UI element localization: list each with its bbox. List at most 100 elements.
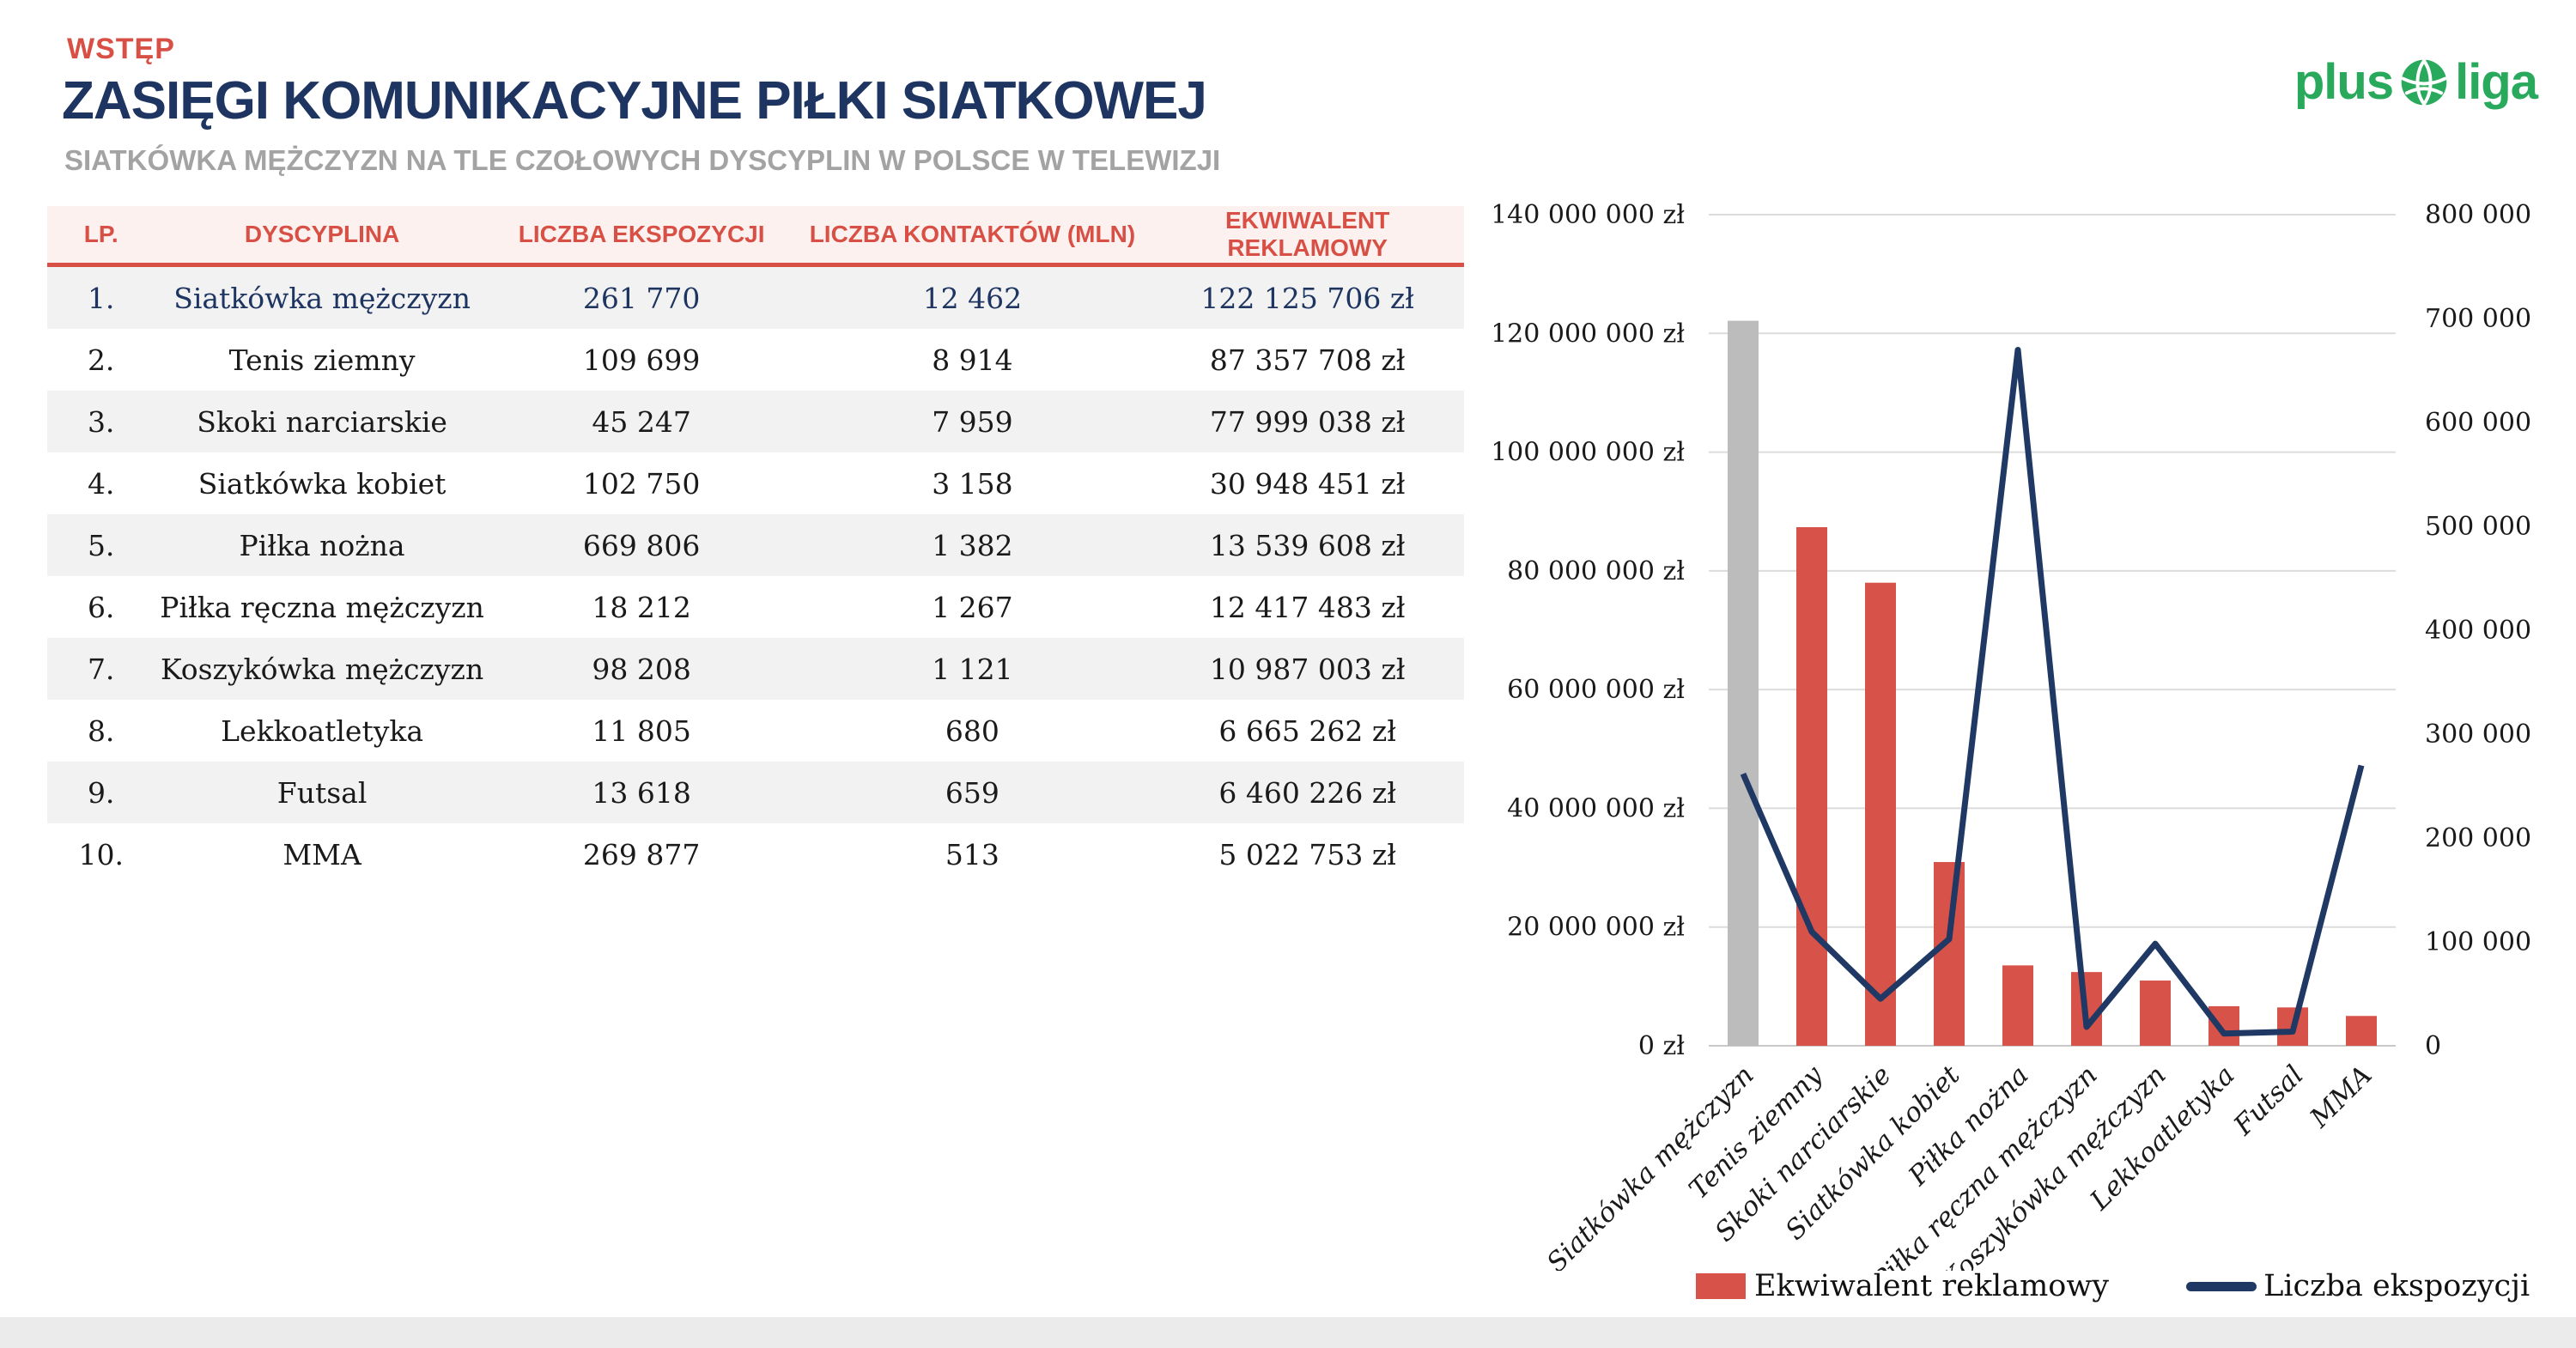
table-row: 4. Siatkówka kobiet 102 750 3 158 30 948 451… <box>47 452 1464 514</box>
legend-line-swatch <box>2186 1281 2257 1291</box>
table-cell: 6 665 262 zł <box>1218 713 1396 748</box>
right-axis-label: 800 000 <box>2425 200 2531 230</box>
table-cell: 8 914 <box>932 343 1013 377</box>
col-header-dyscyplina: DYSCYPLINA <box>155 206 489 267</box>
left-axis-label: 0 zł <box>1638 1031 1685 1061</box>
right-axis-label: 300 000 <box>2425 720 2531 750</box>
table-row: 3. Skoki narciarskie 45 247 7 959 77 999 038… <box>47 391 1464 452</box>
table-row: 6. Piłka ręczna mężczyzn 18 212 1 267 12 417… <box>47 576 1464 638</box>
bar-1 <box>1796 526 1827 1046</box>
table-cell: 3. <box>87 404 115 439</box>
table-cell: 4. <box>87 466 115 501</box>
table-cell: 109 699 <box>582 343 701 377</box>
table-cell: 13 618 <box>592 775 691 810</box>
table-cell: 680 <box>945 713 999 748</box>
table-cell: Futsal <box>276 775 368 810</box>
table-row: 2. Tenis ziemny 109 699 8 914 87 357 708 zł <box>47 329 1464 391</box>
legend-bar-swatch <box>1696 1273 1746 1299</box>
table-cell: Siatkówka kobiet <box>197 466 447 501</box>
table-cell: 6 460 226 zł <box>1218 775 1396 810</box>
chart-legend: Ekwiwalent reklamowy Liczba ekspozycji <box>1696 1269 2530 1303</box>
table-cell: 1 121 <box>932 652 1013 686</box>
col-header-lp: LP. <box>47 206 155 267</box>
table-cell: 12 417 483 zł <box>1209 590 1406 624</box>
table-cell: 2. <box>87 343 115 377</box>
table-cell: 9. <box>87 775 115 810</box>
table-header-row: LP. DYSCYPLINA LICZBA EKSPOZYCJI LICZBA … <box>47 206 1464 267</box>
table-cell: 5. <box>87 528 115 562</box>
right-axis-label: 100 000 <box>2425 927 2531 957</box>
table-cell: 669 806 <box>582 528 701 562</box>
table-cell: 3 158 <box>932 466 1013 501</box>
left-axis-label: 20 000 000 zł <box>1507 913 1685 943</box>
table-cell: 18 212 <box>592 590 691 624</box>
table-row: 8. Lekkoatletyka 11 805 680 6 665 262 zł <box>47 700 1464 762</box>
table-row: 9. Futsal 13 618 659 6 460 226 zł <box>47 762 1464 823</box>
table-cell: Siatkówka mężczyzn <box>173 281 471 315</box>
table-cell: Koszykówka mężczyzn <box>160 652 484 686</box>
left-axis-label: 60 000 000 zł <box>1507 675 1685 705</box>
table-cell: Skoki narciarskie <box>197 404 447 439</box>
page-title: ZASIĘGI KOMUNIKACYJNE PIŁKI SIATKOWEJ <box>62 71 1207 131</box>
plusliga-logo: plus liga <box>2293 53 2538 111</box>
table-cell: 7 959 <box>932 404 1013 439</box>
table-cell: 77 999 038 zł <box>1209 404 1406 439</box>
table-cell: 1 267 <box>932 590 1013 624</box>
bar-3 <box>1934 862 1965 1046</box>
table-cell: 10. <box>78 837 124 871</box>
right-axis-label: 700 000 <box>2425 304 2531 334</box>
right-axis-label: 600 000 <box>2425 408 2531 438</box>
table-cell: 12 462 <box>922 281 1023 315</box>
table-cell: 87 357 708 zł <box>1209 343 1406 377</box>
legend-label-bars: Ekwiwalent reklamowy <box>1754 1269 2110 1303</box>
table-cell: 7. <box>87 652 115 686</box>
table-row: 7. Koszykówka mężczyzn 98 208 1 121 10 987 0… <box>47 638 1464 700</box>
table-cell: 1 382 <box>932 528 1013 562</box>
volleyball-icon <box>2401 58 2447 106</box>
table-cell: 513 <box>945 837 999 871</box>
table-cell: 102 750 <box>582 466 701 501</box>
table-cell: 45 247 <box>592 404 691 439</box>
table-cell: Piłka nożna <box>239 528 405 562</box>
x-axis-label: MMA <box>2304 1060 2379 1134</box>
footer-band <box>0 1317 2576 1348</box>
bar-6 <box>2140 981 2171 1046</box>
table-cell: 269 877 <box>582 837 701 871</box>
x-axis-label: Futsal <box>2227 1060 2310 1142</box>
left-axis-label: 40 000 000 zł <box>1507 793 1685 823</box>
table-cell: 98 208 <box>592 652 691 686</box>
table-cell: Lekkoatletyka <box>221 713 424 748</box>
table-cell: 11 805 <box>592 713 691 748</box>
legend-label-line: Liczba ekspozycji <box>2263 1269 2530 1303</box>
table-cell: MMA <box>283 837 361 871</box>
table-cell: 261 770 <box>582 281 701 315</box>
table-row: 10. MMA 269 877 513 5 022 753 zł <box>47 823 1464 885</box>
col-header-ekspozycje: LICZBA EKSPOZYCJI <box>489 206 794 267</box>
line-series <box>1740 347 2365 1037</box>
table-cell: 30 948 451 zł <box>1209 466 1406 501</box>
table-row: 1. Siatkówka mężczyzn 261 770 12 462 122 125… <box>47 264 1464 329</box>
right-axis-label: 500 000 <box>2425 512 2531 542</box>
table-cell: 122 125 706 zł <box>1200 281 1414 315</box>
right-axis-label: 400 000 <box>2425 616 2531 646</box>
bar-0 <box>1728 320 1759 1046</box>
table-row: 5. Piłka nożna 669 806 1 382 13 539 608 zł <box>47 514 1464 576</box>
table-cell: 8. <box>87 713 115 748</box>
table-cell: Tenis ziemny <box>228 343 416 377</box>
page-subtitle: SIATKÓWKA MĘŻCZYZN NA TLE CZOŁOWYCH DYSC… <box>64 144 1221 176</box>
col-header-ekwiwalent: EKWIWALENT REKLAMOWY <box>1151 206 1464 267</box>
table-cell: 5 022 753 zł <box>1218 837 1396 871</box>
table-cell: Piłka ręczna mężczyzn <box>160 590 484 624</box>
logo-text-liga: liga <box>2455 54 2538 110</box>
table-cell: 1. <box>87 281 115 315</box>
disciplines-table: LP. DYSCYPLINA LICZBA EKSPOZYCJI LICZBA … <box>47 206 1464 885</box>
bar-4 <box>2002 965 2033 1046</box>
bar-9 <box>2346 1016 2377 1046</box>
section-kicker: WSTĘP <box>67 33 175 65</box>
left-axis-label: 140 000 000 zł <box>1494 200 1685 230</box>
bar-7 <box>2208 1005 2239 1046</box>
table-cell: 6. <box>87 590 115 624</box>
logo-text-plus: plus <box>2293 54 2394 110</box>
table-cell: 659 <box>945 775 999 810</box>
